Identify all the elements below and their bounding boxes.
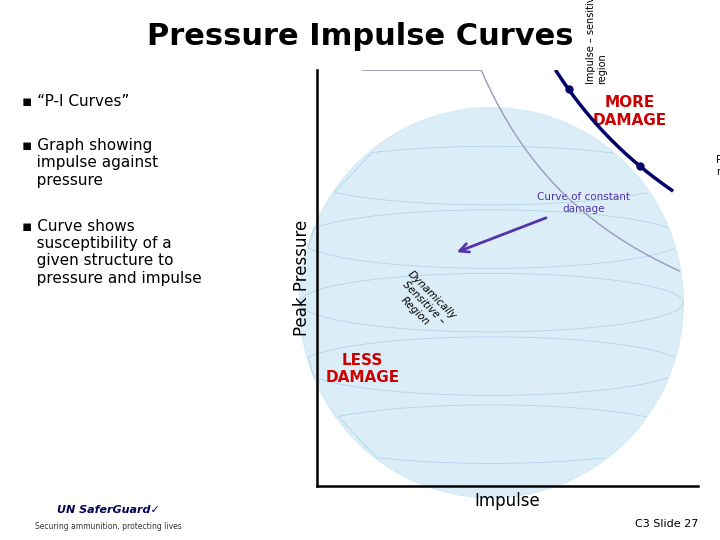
Text: ▪ Curve shows
   susceptibility of a
   given structure to
   pressure and impul: ▪ Curve shows susceptibility of a given … xyxy=(22,219,202,286)
X-axis label: Impulse: Impulse xyxy=(474,491,541,510)
Text: Pressure – sensitive
region: Pressure – sensitive region xyxy=(716,156,720,177)
Text: ▪ Graph showing
   impulse against
   pressure: ▪ Graph showing impulse against pressure xyxy=(22,138,158,187)
Text: UN SaferGuard✓: UN SaferGuard✓ xyxy=(57,505,159,515)
Text: C3 Slide 27: C3 Slide 27 xyxy=(635,519,698,529)
Text: Pressure Impulse Curves: Pressure Impulse Curves xyxy=(147,22,573,51)
Text: Impulse – sensitive
region: Impulse – sensitive region xyxy=(586,0,608,84)
Text: Curve of constant
damage: Curve of constant damage xyxy=(459,192,631,252)
Circle shape xyxy=(300,107,683,498)
Text: Dynamically
Sensitive –
Region: Dynamically Sensitive – Region xyxy=(390,268,458,338)
Y-axis label: Peak Pressure: Peak Pressure xyxy=(293,220,311,336)
Text: ▪ “P-I Curves”: ▪ “P-I Curves” xyxy=(22,94,129,110)
Text: LESS
DAMAGE: LESS DAMAGE xyxy=(325,353,400,386)
Text: Securing ammunition, protecting lives: Securing ammunition, protecting lives xyxy=(35,522,181,531)
Text: MORE
DAMAGE: MORE DAMAGE xyxy=(593,95,667,127)
